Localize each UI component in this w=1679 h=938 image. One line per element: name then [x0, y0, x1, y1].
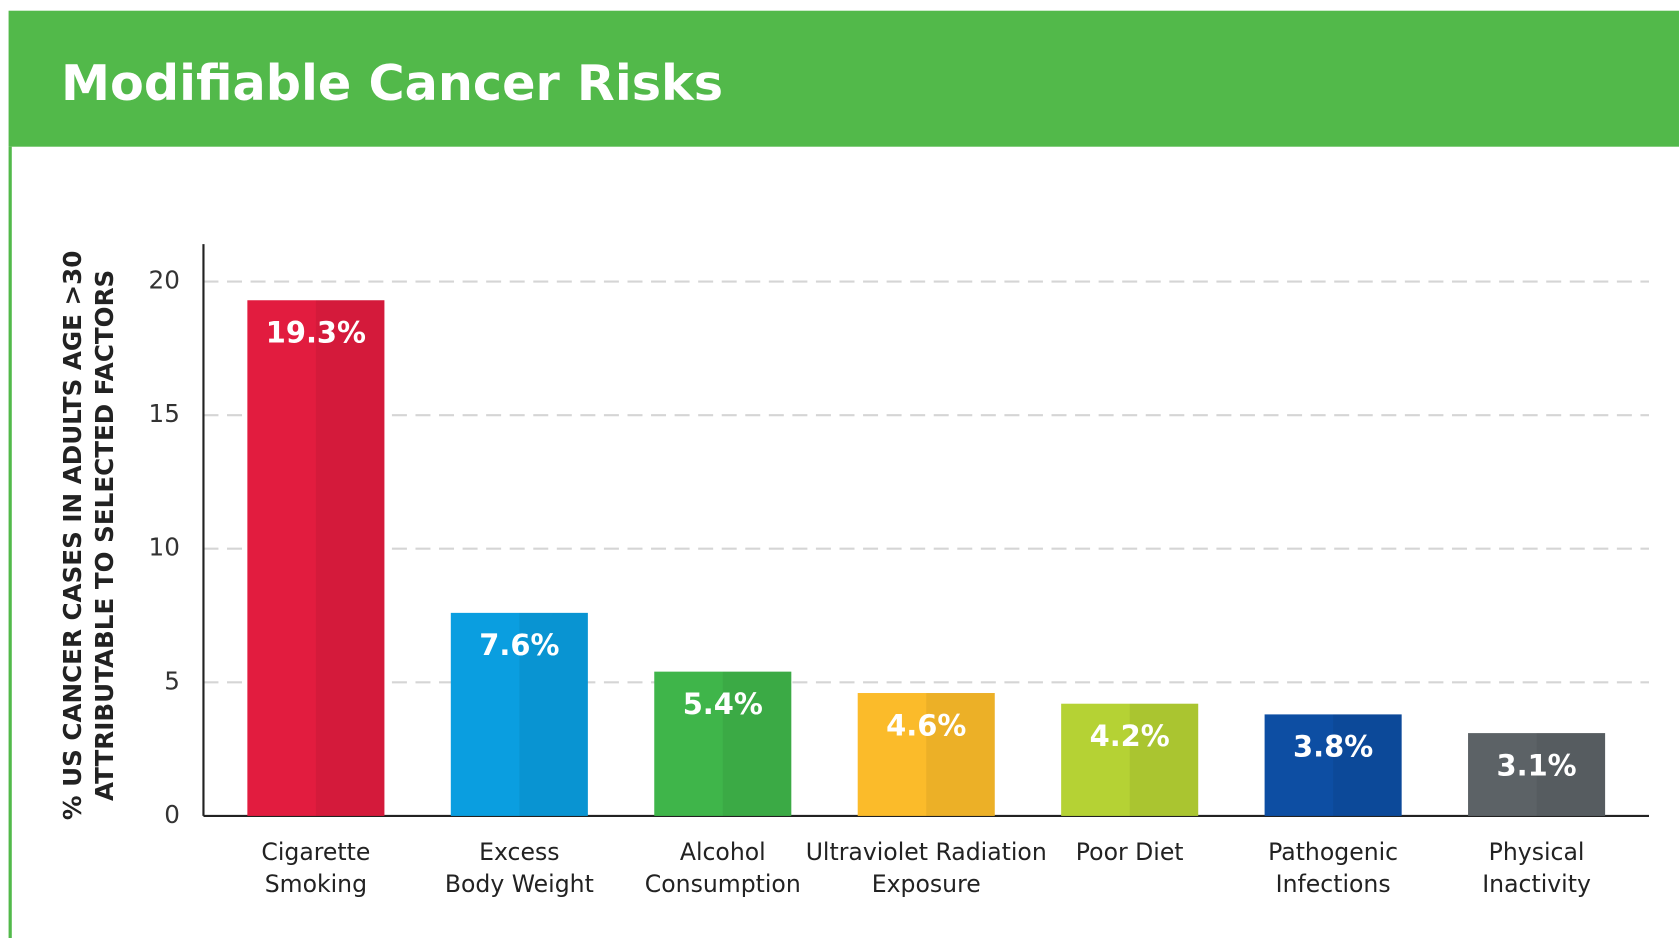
- x-tick-label: Physical: [1489, 838, 1585, 866]
- x-tick-label: Pathogenic: [1268, 838, 1398, 866]
- x-tick-label: Alcohol: [680, 838, 766, 866]
- y-axis-label-line: ATTRIBUTABLE TO SELECTED FACTORS: [90, 270, 119, 801]
- y-tick-label: 0: [164, 800, 180, 829]
- chart-title: Modifiable Cancer Risks: [61, 54, 723, 112]
- chart: Modifiable Cancer Risks % US CANCER CASE…: [0, 0, 1679, 938]
- y-axis-label-line: % US CANCER CASES IN ADULTS AGE >30: [58, 251, 87, 820]
- y-tick-label: 20: [149, 266, 180, 295]
- x-tick-label: Excess: [479, 838, 559, 866]
- x-tick-label: Infections: [1276, 870, 1391, 898]
- y-axis-label: % US CANCER CASES IN ADULTS AGE >30 ATTR…: [58, 251, 119, 820]
- y-tick-label: 10: [149, 533, 180, 562]
- x-tick-label: Inactivity: [1482, 870, 1591, 898]
- y-tick-label: 5: [164, 666, 180, 695]
- bar-shade: [316, 300, 385, 816]
- y-tick-label: 15: [149, 399, 180, 428]
- page: {"chart_data": { "type": "bar", "title":…: [0, 0, 1679, 938]
- value-label: 19.3%: [266, 316, 366, 350]
- x-tick-label: Ultraviolet Radiation: [806, 838, 1047, 866]
- value-label: 3.1%: [1496, 748, 1576, 782]
- x-tick-label: Poor Diet: [1076, 838, 1184, 866]
- x-tick-label: Exposure: [872, 870, 981, 898]
- x-tick-label: Cigarette: [261, 838, 370, 866]
- x-tick-label: Smoking: [265, 870, 367, 898]
- value-label: 5.4%: [683, 687, 763, 721]
- x-tick-label: Body Weight: [445, 870, 594, 898]
- value-label: 4.2%: [1090, 719, 1170, 753]
- left-border: [9, 147, 12, 938]
- value-label: 3.8%: [1293, 730, 1373, 764]
- value-label: 7.6%: [479, 628, 559, 662]
- value-label: 4.6%: [886, 708, 966, 742]
- x-tick-label: Consumption: [645, 870, 801, 898]
